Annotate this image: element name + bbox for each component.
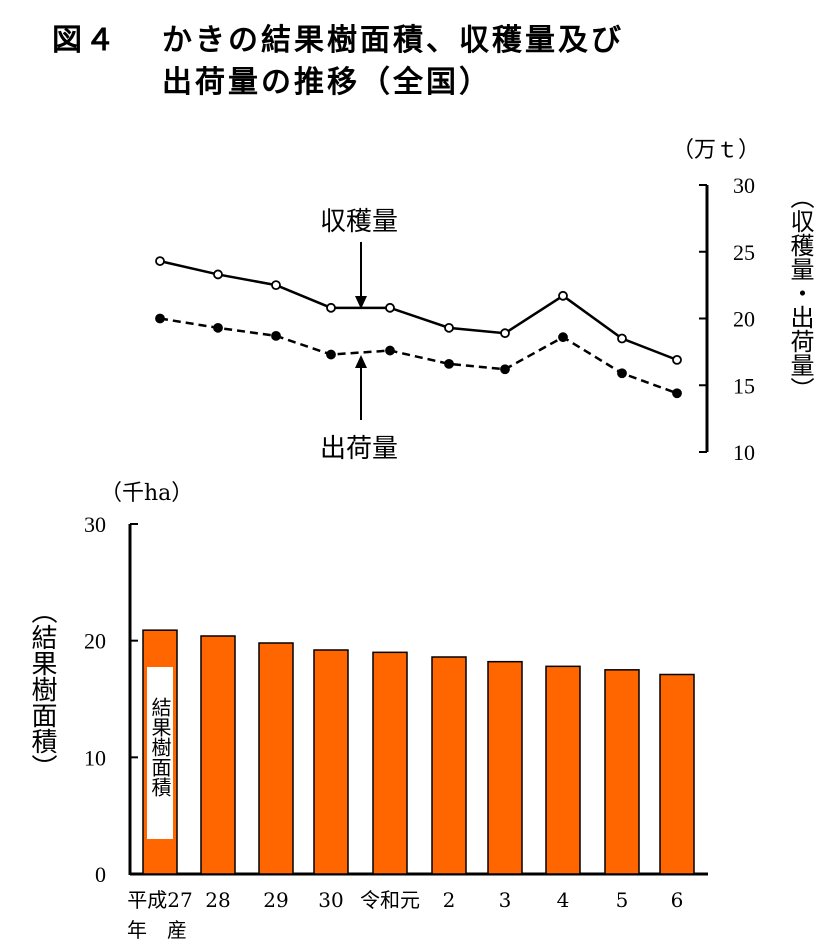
bar-chart-x-tick-label: 6 bbox=[671, 888, 684, 912]
title-line-2: 出荷量の推移（全国） bbox=[162, 65, 492, 100]
bar-chart-x-tick-label: 5 bbox=[616, 888, 629, 912]
line-chart-y-tick-label: 10 bbox=[733, 440, 755, 465]
bar-series-label: 結果樹面積 bbox=[148, 697, 172, 797]
bar-chart-y-tick-label: 10 bbox=[84, 745, 106, 770]
shipment-point bbox=[213, 322, 223, 333]
bar-chart: （千ha） 30 20 10 0 （結果樹面積） 結果樹面積 平成27 28 29 30 令和… bbox=[27, 481, 708, 942]
bar bbox=[659, 673, 695, 875]
bar bbox=[487, 660, 523, 875]
line-chart-y-ticks: 30 25 20 15 10 bbox=[699, 173, 755, 465]
bar bbox=[545, 665, 581, 875]
shipment-line bbox=[159, 317, 678, 395]
bar-chart-unit: （千ha） bbox=[100, 481, 193, 506]
shipment-annotation-label: 出荷量 bbox=[320, 434, 398, 464]
shipment-point bbox=[617, 368, 627, 379]
bar bbox=[431, 656, 467, 875]
harvest-point bbox=[558, 290, 568, 301]
line-chart-y-tick-label: 20 bbox=[733, 307, 755, 332]
shipment-point bbox=[672, 388, 682, 399]
line-chart-y-tick-label: 25 bbox=[733, 240, 755, 265]
harvest-line bbox=[159, 259, 678, 362]
bar-chart-x-tick-label: 令和元 bbox=[360, 888, 420, 912]
shipment-point bbox=[444, 358, 454, 369]
bar-chart-x-tick-label: 30 bbox=[318, 888, 343, 912]
line-chart-unit: （万ｔ） bbox=[672, 138, 760, 163]
bar-chart-bars bbox=[142, 629, 695, 875]
line-chart-y-tick-label: 30 bbox=[733, 173, 755, 198]
shipment-arrow-head bbox=[355, 355, 367, 368]
bar-chart-x-tick-label: 29 bbox=[263, 888, 288, 912]
bar-chart-x-tick-label: 28 bbox=[205, 888, 230, 912]
bar-chart-y-tick-label: 20 bbox=[84, 629, 106, 654]
shipment-point bbox=[500, 364, 510, 375]
bar-chart-x-tick-label: 3 bbox=[499, 888, 512, 912]
harvest-point bbox=[500, 328, 510, 339]
harvest-point bbox=[326, 302, 336, 313]
bar-chart-x-tick-label: 平成27 bbox=[127, 888, 192, 912]
bar bbox=[200, 635, 236, 875]
bar-chart-y-ticks: 30 20 10 0 bbox=[84, 512, 138, 887]
shipment-point bbox=[558, 332, 568, 343]
bar-chart-y-tick-label: 0 bbox=[95, 862, 106, 887]
shipment-point bbox=[271, 330, 281, 341]
harvest-point bbox=[155, 256, 165, 266]
shipment-point bbox=[385, 345, 395, 356]
bar-chart-x-tick-label: 2 bbox=[443, 888, 456, 912]
harvest-point bbox=[271, 280, 281, 291]
bar-chart-x-ticks: 平成27 28 29 30 令和元 2 3 4 5 6 bbox=[127, 888, 683, 912]
harvest-point bbox=[444, 322, 454, 333]
shipment-point bbox=[155, 313, 165, 324]
bar-chart-x-caption: 年 産 bbox=[127, 918, 187, 942]
bar bbox=[313, 649, 349, 875]
figure-number: 図４ bbox=[52, 23, 118, 58]
title-line-1: かきの結果樹面積、収穫量及び bbox=[162, 23, 624, 58]
harvest-arrow-head bbox=[355, 296, 367, 309]
bar bbox=[604, 669, 640, 875]
bar-chart-y-tick-label: 30 bbox=[84, 512, 106, 537]
bar-chart-y-label: （結果樹面積） bbox=[27, 598, 57, 780]
line-chart-y-tick-label: 15 bbox=[733, 373, 755, 398]
shipment-point bbox=[326, 349, 336, 360]
harvest-point bbox=[213, 269, 223, 280]
line-chart: （万ｔ） 30 25 20 15 10 （収穫量・出荷量） 収穫量 出荷量 bbox=[155, 138, 814, 465]
line-chart-series bbox=[155, 256, 682, 399]
bar bbox=[258, 642, 294, 875]
bar bbox=[372, 651, 408, 875]
bar-chart-x-tick-label: 4 bbox=[557, 888, 570, 912]
bar-series-label-box bbox=[147, 667, 173, 839]
harvest-point bbox=[617, 333, 627, 344]
harvest-point bbox=[385, 302, 395, 313]
line-chart-y-label: （収穫量・出荷量） bbox=[786, 185, 814, 401]
harvest-point bbox=[672, 354, 682, 365]
harvest-annotation-label: 収穫量 bbox=[320, 207, 398, 237]
